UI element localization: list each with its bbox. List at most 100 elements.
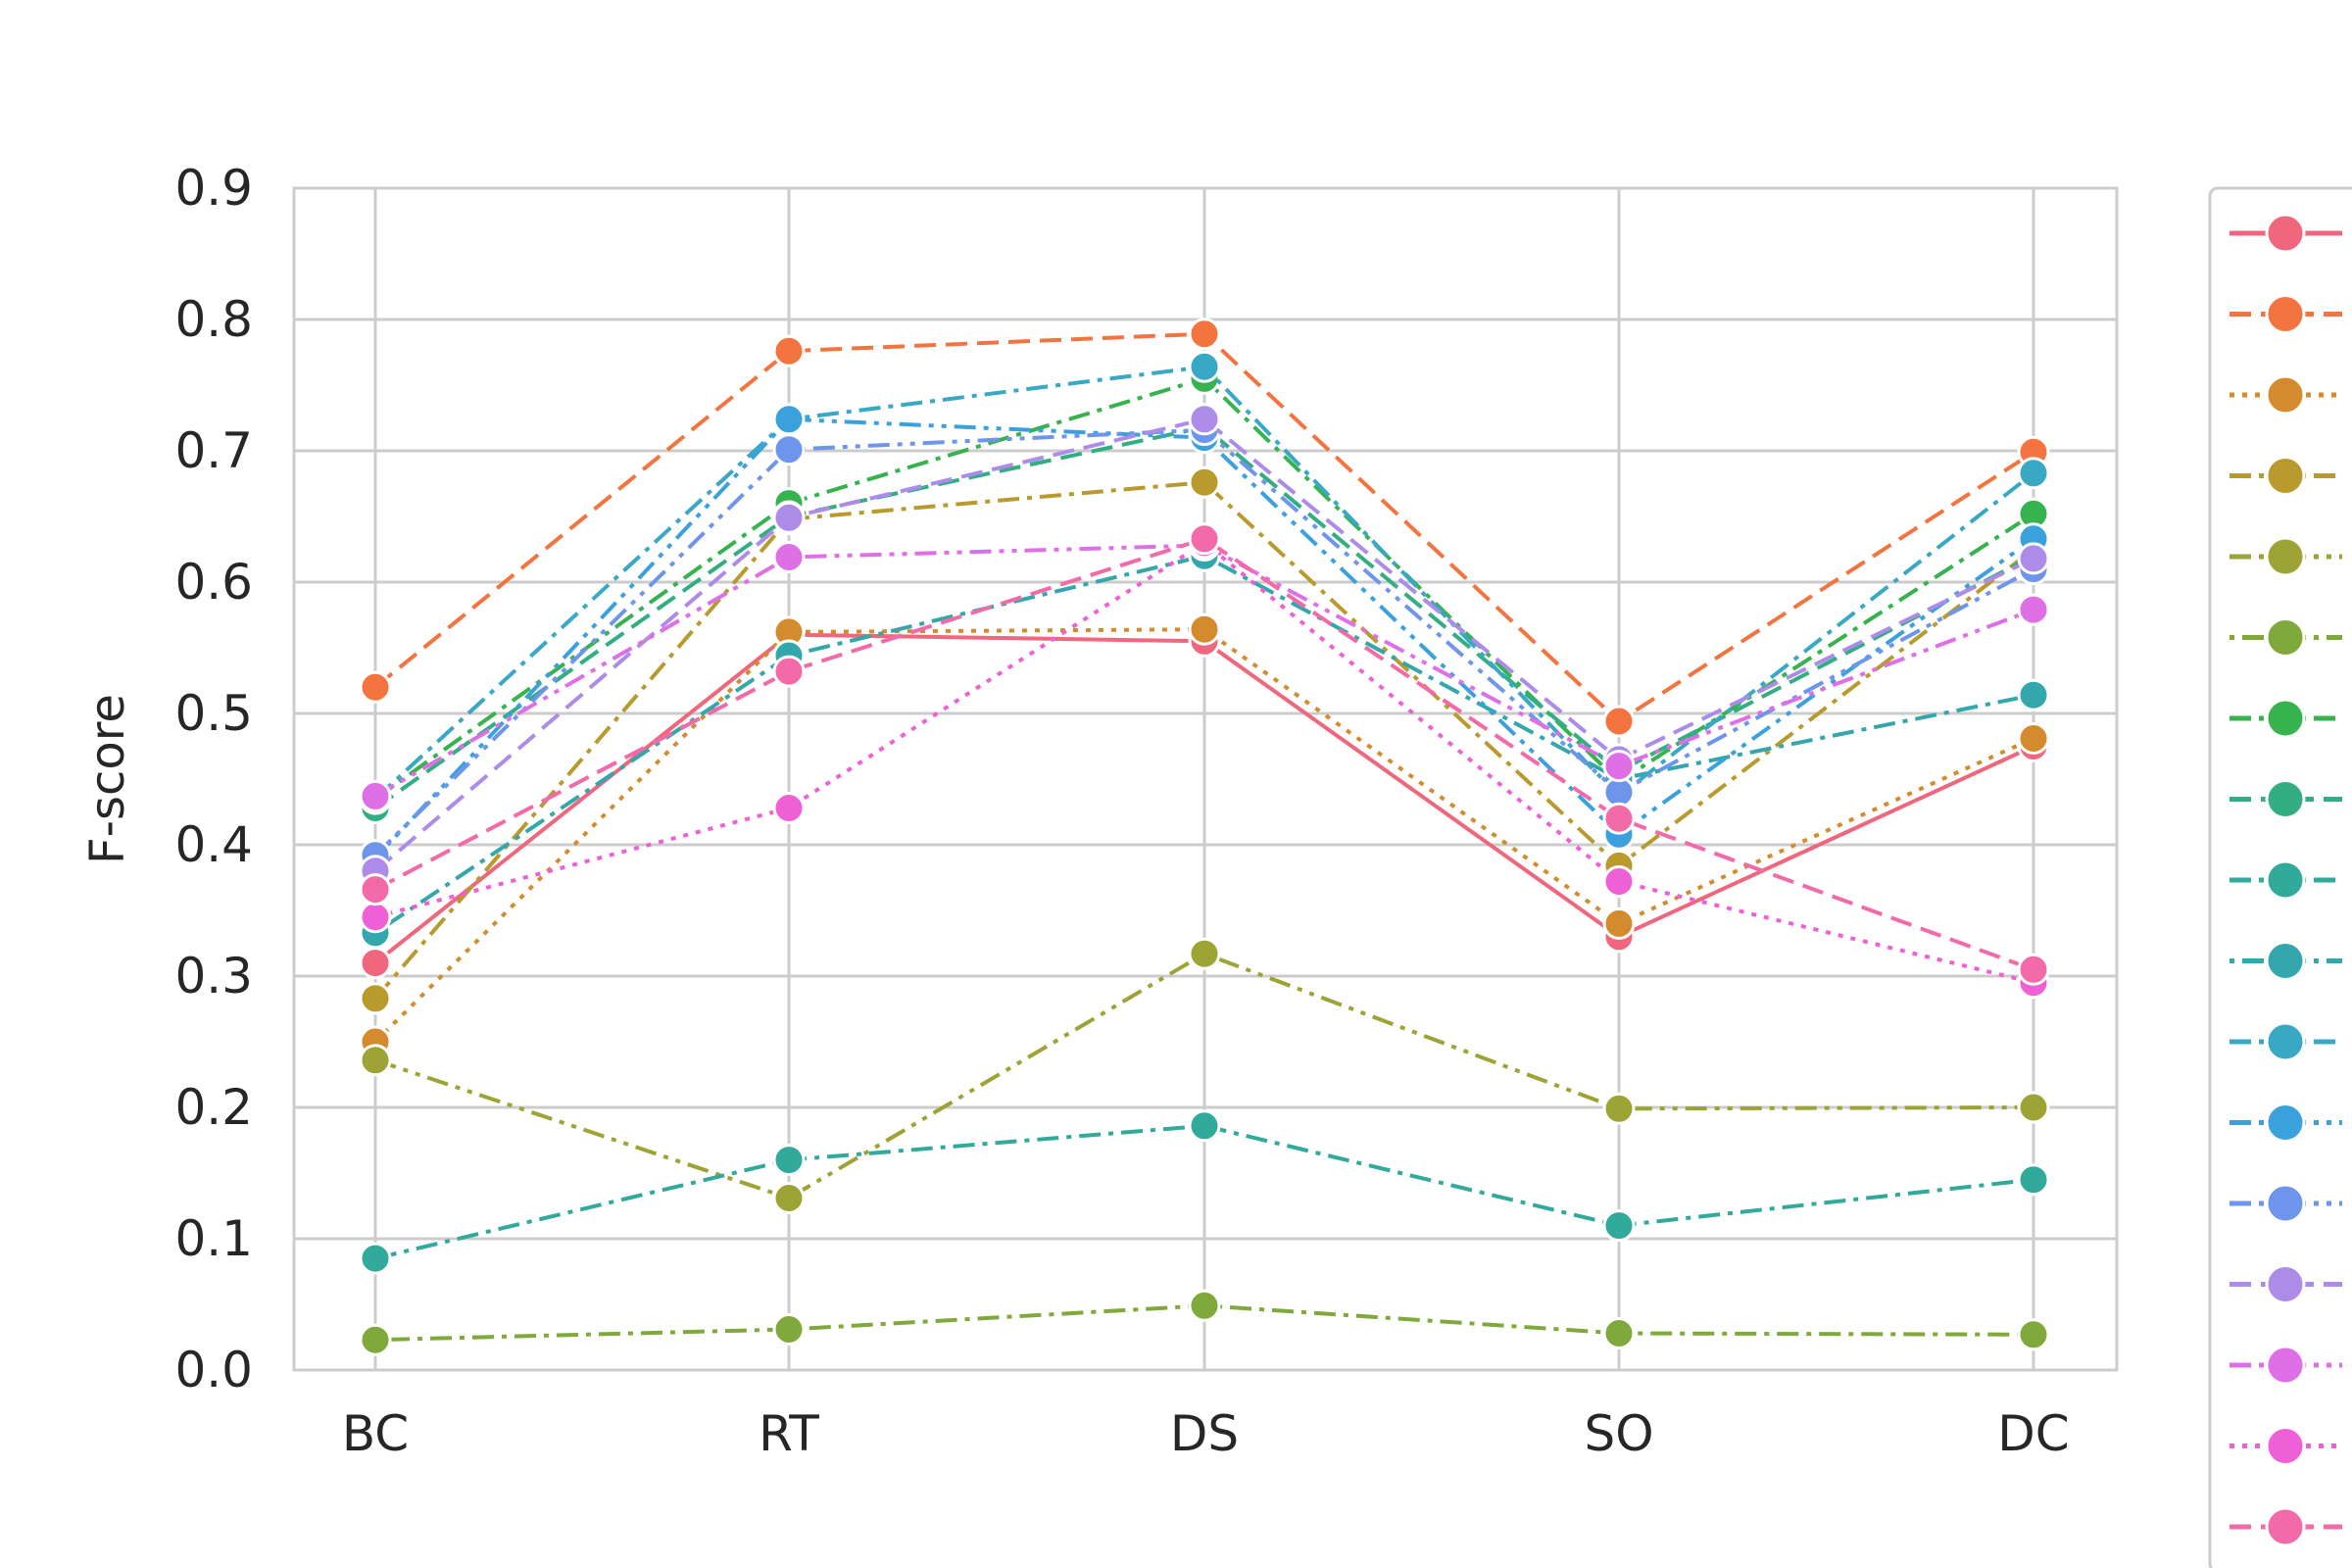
data-point xyxy=(772,501,806,534)
series-line xyxy=(374,536,2034,972)
y-tick-label: 0.1 xyxy=(174,1210,253,1267)
legend-marker xyxy=(2265,1506,2306,1547)
series-line xyxy=(373,554,2034,935)
data-point xyxy=(1602,906,1636,940)
legend-entry xyxy=(2230,1426,2342,1466)
y-tick-label: 0.2 xyxy=(174,1079,253,1136)
data-point xyxy=(359,947,392,980)
legend-marker xyxy=(2265,213,2306,254)
series-line xyxy=(374,952,2034,1200)
series-6 xyxy=(359,1289,2050,1356)
data-point xyxy=(2017,1318,2050,1351)
plot-frame xyxy=(292,186,2119,1372)
data-point xyxy=(359,982,392,1015)
data-point xyxy=(2017,953,2050,986)
y-tick-label: 0.9 xyxy=(174,160,253,217)
y-axis-label: F-score xyxy=(80,694,135,864)
data-point xyxy=(1602,705,1636,738)
data-point xyxy=(1602,802,1636,835)
data-point xyxy=(2017,1091,2050,1124)
data-point xyxy=(2017,722,2050,755)
y-tick-label: 0.7 xyxy=(174,422,253,479)
x-tick-label: DS xyxy=(1170,1405,1239,1462)
legend-entry xyxy=(2230,1264,2342,1304)
legend xyxy=(2208,186,2352,1568)
data-point xyxy=(359,1044,392,1077)
y-tick-label: 0.4 xyxy=(174,816,253,873)
legend-marker xyxy=(2265,941,2306,981)
data-point xyxy=(359,1323,392,1356)
data-point xyxy=(1188,466,1221,499)
legend-marker xyxy=(2265,456,2306,496)
legend-marker xyxy=(2265,617,2306,658)
y-tick-labels: 0.0 0.1 0.2 0.3 0.4 0.5 0.6 0.7 0.8 0.9 xyxy=(174,160,253,1398)
legend-marker xyxy=(2265,698,2306,739)
y-tick-label: 0.3 xyxy=(174,948,253,1004)
series-group xyxy=(359,318,2050,1356)
data-point xyxy=(1188,1109,1221,1143)
data-point xyxy=(1602,1209,1636,1243)
data-point xyxy=(772,541,806,573)
data-point xyxy=(1602,1092,1636,1125)
x-tick-label: SO xyxy=(1584,1405,1653,1462)
legend-marker xyxy=(2265,374,2306,416)
y-tick-label: 0.6 xyxy=(174,554,253,611)
x-tick-label: BC xyxy=(342,1405,409,1462)
legend-marker xyxy=(2265,859,2306,901)
legend-marker xyxy=(2265,779,2306,819)
data-point xyxy=(1188,318,1221,351)
legend-marker xyxy=(2265,1183,2306,1224)
legend-entry xyxy=(2230,1183,2342,1224)
data-point xyxy=(772,334,806,368)
legend-marker xyxy=(2265,1102,2306,1143)
data-point xyxy=(772,403,806,436)
data-point xyxy=(772,1182,806,1214)
series-line xyxy=(374,1123,2034,1261)
legend-entry xyxy=(2230,374,2342,416)
data-point xyxy=(2017,1163,2050,1197)
data-point xyxy=(1602,1317,1636,1349)
series-line xyxy=(373,480,2035,1001)
legend-marker xyxy=(2265,294,2306,334)
data-point xyxy=(1188,350,1221,383)
data-point xyxy=(2017,678,2050,711)
data-point xyxy=(2017,593,2050,626)
legend-entry xyxy=(2230,698,2342,739)
legend-entry xyxy=(2230,779,2342,819)
data-point xyxy=(2017,457,2050,490)
data-point xyxy=(1188,937,1221,970)
series-17 xyxy=(359,522,2050,986)
legend-marker xyxy=(2265,1426,2306,1466)
legend-entry xyxy=(2230,213,2342,254)
legend-entry xyxy=(2230,1102,2342,1143)
series-9 xyxy=(359,1109,2050,1275)
data-point xyxy=(1188,1289,1221,1322)
legend-marker xyxy=(2265,1021,2306,1062)
legend-entry xyxy=(2230,1021,2342,1062)
y-tick-label: 0.5 xyxy=(174,685,253,742)
data-point xyxy=(772,433,806,466)
data-point xyxy=(359,779,392,812)
data-point xyxy=(1188,522,1221,556)
y-tick-label: 0.8 xyxy=(174,291,253,348)
x-tick-label: DC xyxy=(1997,1405,2069,1462)
legend-marker xyxy=(2265,1264,2306,1304)
legend-entry xyxy=(2230,536,2342,577)
legend-entry xyxy=(2230,941,2342,981)
series-5 xyxy=(359,937,2050,1214)
data-point xyxy=(359,873,392,906)
legend-marker xyxy=(2265,1345,2306,1386)
legend-marker xyxy=(2265,536,2306,577)
data-point xyxy=(359,1242,392,1275)
data-point xyxy=(359,901,392,934)
y-tick-label: 0.0 xyxy=(174,1342,253,1398)
data-point xyxy=(1602,750,1636,783)
data-point xyxy=(1188,612,1221,646)
x-tick-label: RT xyxy=(759,1405,819,1462)
legend-entry xyxy=(2230,294,2342,334)
data-point xyxy=(359,670,392,704)
data-point xyxy=(772,1313,806,1346)
x-tick-labels: BC RT DS SO DC xyxy=(342,1405,2070,1462)
data-point xyxy=(2017,542,2050,575)
